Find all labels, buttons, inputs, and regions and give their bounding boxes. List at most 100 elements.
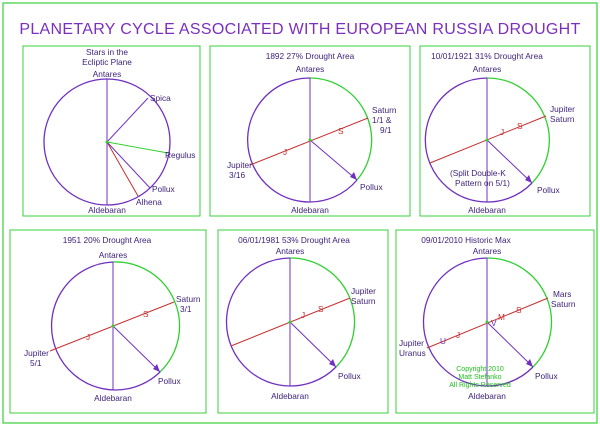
saturn-label-3: 9/1 [380,125,392,135]
panel-1981: 06/01/1981 53% Drought Area J S Antares … [225,235,376,401]
jupiter-marker: J [283,147,287,157]
pollux-arrow [350,172,357,180]
star-label-pollux: Pollux [338,371,361,381]
star-label-pollux: Pollux [537,185,560,195]
panel-2010: 09/01/2010 Historic Max U J V M S Antare… [399,235,576,401]
star-label-spica: Spica [150,93,171,103]
jupiter-saturn-axis [249,117,369,166]
jupiter-marker: J [301,310,305,320]
planet-label-jupiter: Jupiter [399,338,424,348]
spica-line [106,97,149,143]
pollux-line [486,321,534,368]
star-label-antares: Antares [93,69,122,79]
panel-frame-3 [419,45,591,217]
star-label-antares: Antares [276,246,305,256]
panel-1921: 10/01/1921 31% Drought Area J S Antares … [424,51,575,215]
jupiter-marker: J [86,332,90,342]
saturn-label-1: Saturn [372,105,397,115]
pollux-arrow [526,359,533,367]
planet-label-jupiter: Jupiter [550,104,575,114]
panel-header: 10/01/1921 31% Drought Area [431,51,543,61]
panel-stars: Stars in the Ecliptic Plane Antares Spic… [43,47,195,215]
planet-label-saturn: Saturn [551,299,576,309]
pollux-line [309,139,358,181]
center-point [105,140,109,144]
cycle-arc-purple [424,77,533,203]
panel-frame-5 [217,229,389,414]
planet-label-jupiter: Jupiter [351,286,376,296]
star-label-aldebaran: Aldebaran [94,393,132,403]
star-label-antares: Antares [99,250,128,260]
pollux-line [486,139,533,184]
mars-marker: M [498,312,505,322]
star-label-antares: Antares [296,64,325,74]
star-label-antares: Antares [473,246,502,256]
jupiter-label-1: Jupiter [24,348,49,358]
star-label-alhena: Alhena [136,197,162,207]
panel-header-line-2: Ecliptic Plane [82,57,132,67]
note-line-1: (Split Double-K [450,168,506,178]
cycle-arc-green [309,77,373,181]
jupiter-marker: J [500,127,504,137]
alhena-line [106,141,139,197]
star-label-regulus: Regulus [165,150,195,160]
cycle-arc-purple [225,257,337,387]
pollux-line [106,141,151,189]
cycle-arc-green [486,77,550,184]
saturn-marker: S [517,121,523,131]
saturn-marker: S [516,305,522,315]
planet-label-saturn: Saturn [550,114,575,124]
star-label-aldebaran: Aldebaran [291,205,329,215]
pollux-arrow [153,364,160,372]
copyright-line-3: All Rights Reserved [449,382,511,389]
copyright-line-1: Copyright 2010 [456,366,504,373]
panel-header: 06/01/1981 53% Drought Area [238,235,350,245]
center-point [308,138,312,142]
jupiter-marker: J [456,330,460,340]
planet-label-uranus: Uranus [399,348,426,358]
cycle-arc-green [289,257,356,368]
panel-header-line-1: Stars in the [86,47,128,57]
star-label-aldebaran: Aldebaran [468,391,506,401]
star-label-pollux: Pollux [360,182,383,192]
star-label-pollux: Pollux [158,376,181,386]
panel-header: 09/01/2010 Historic Max [421,235,511,245]
saturn-label-2: 1/1 & [372,115,392,125]
jupiter-label-2: 5/1 [30,358,42,368]
panel-header: 1951 20% Drought Area [63,235,152,245]
page-title: PLANETARY CYCLE ASSOCIATED WITH EUROPEAN… [19,21,580,38]
uranus-marker: U [440,336,446,346]
panel-frame-6 [395,229,595,414]
venus-marker: V [491,318,497,328]
copyright-line-2: Matt Stefanko [458,374,501,381]
jupiter-label-1: Jupiter [227,160,252,170]
saturn-label-1: Saturn [176,294,201,304]
star-label-aldebaran: Aldebaran [468,205,506,215]
saturn-label-2: 3/1 [180,304,192,314]
panel-1951: 1951 20% Drought Area J S Antares Saturn… [24,235,201,403]
center-point [485,138,489,142]
cycle-arc-purple [50,261,161,391]
panel-frame-1 [22,45,201,217]
cycle-arc-purple [246,77,358,203]
jupiter-label-2: 3/16 [229,170,246,180]
saturn-marker: S [318,304,324,314]
pollux-arrow [329,359,336,367]
note-line-2: Pattern on 5/1) [455,178,510,188]
pollux-arrow [525,175,532,183]
star-label-pollux: Pollux [535,371,558,381]
regulus-line [106,141,169,154]
star-label-pollux: Pollux [152,184,175,194]
panel-1892: 1892 27% Drought Area J S Antares Saturn… [227,51,397,215]
cycle-arc-green [486,257,553,368]
saturn-marker: S [338,126,344,136]
saturn-marker: S [143,309,149,319]
pollux-line [289,321,337,368]
center-point [288,320,292,324]
star-label-aldebaran: Aldebaran [271,391,309,401]
star-label-antares: Antares [473,64,502,74]
center-point [485,320,489,324]
panel-frame-4 [9,229,207,414]
